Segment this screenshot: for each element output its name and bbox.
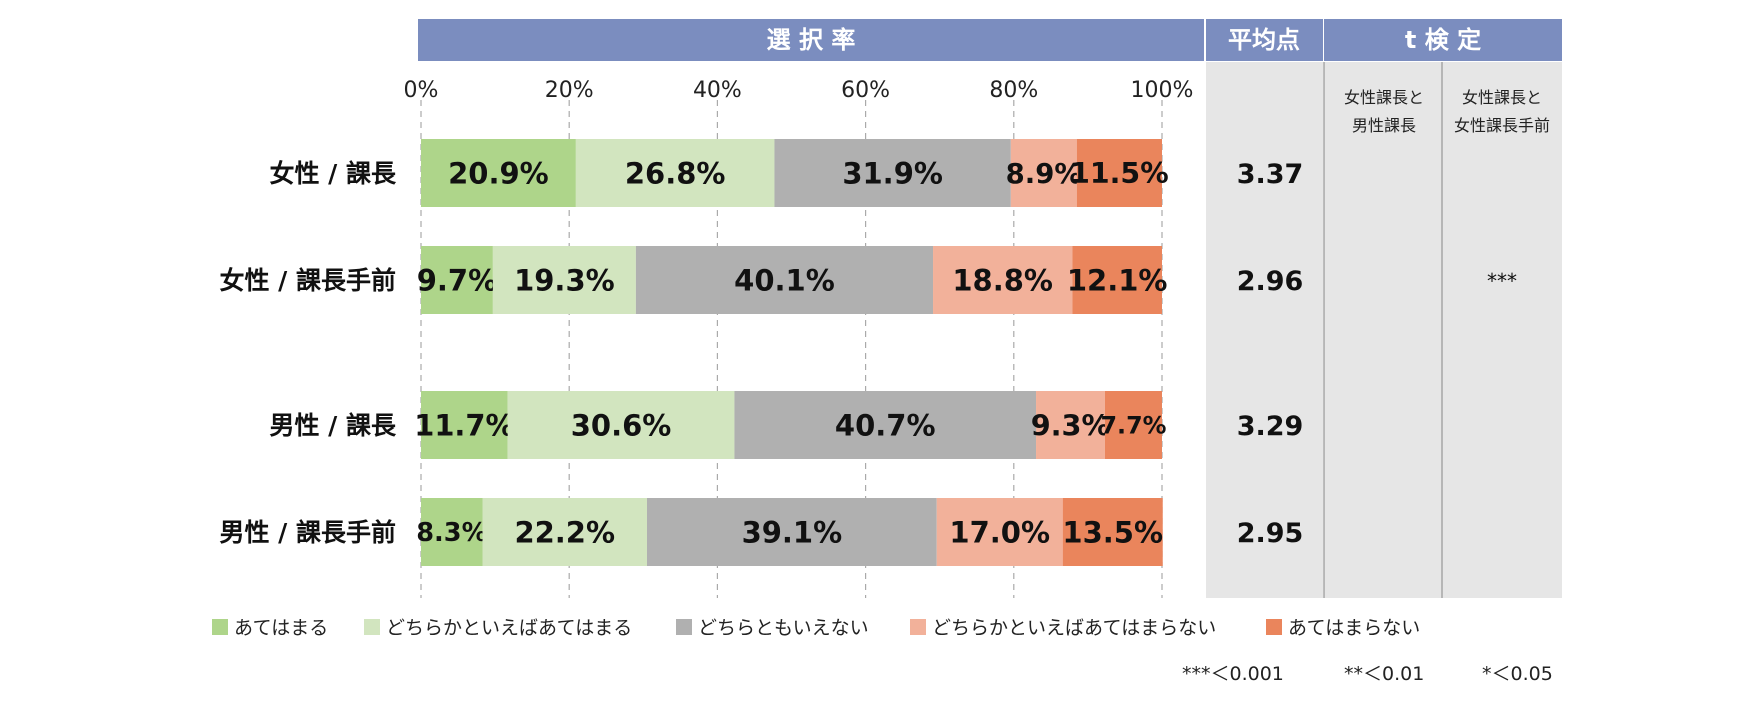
x-tick-label: 20% [545, 78, 594, 103]
data-label: 26.8% [625, 156, 726, 190]
bar-segment [774, 139, 1011, 207]
category-label: 女性 / 課長手前 [219, 266, 396, 295]
bar-segment [635, 246, 934, 314]
legend-label: あてはまらない [1288, 617, 1420, 639]
data-label: 20.9% [448, 156, 549, 190]
bar-segment [507, 391, 735, 459]
legend-label: どちらかといえばあてはまらない [932, 617, 1216, 639]
data-label: 40.7% [835, 408, 936, 442]
bar-segment [933, 246, 1073, 314]
category-label: 男性 / 課長手前 [219, 518, 396, 547]
bar-segment [492, 246, 636, 314]
significance-note: ***＜0.001 [1182, 663, 1284, 685]
significance-note: *＜0.05 [1482, 663, 1553, 685]
average-value: 3.37 [1237, 159, 1304, 190]
legend-swatch [1266, 619, 1282, 635]
legend-item: どちらかといえばあてはまる [364, 617, 632, 639]
ttest-header-bar [1324, 19, 1562, 61]
average-panel [1206, 62, 1323, 598]
data-label: 19.3% [514, 263, 615, 297]
average-header: 平均点 [1228, 26, 1300, 54]
average-value: 2.96 [1237, 266, 1304, 297]
data-label: 12.1% [1067, 263, 1168, 297]
data-label: 22.2% [514, 515, 615, 549]
legend-label: どちらかといえばあてはまる [386, 617, 632, 639]
ttest-header: t 検 定 [1405, 26, 1481, 54]
bar-segment [1010, 139, 1077, 207]
bar-segment [1104, 391, 1162, 459]
legend-item: あてはまらない [1266, 617, 1420, 639]
significance-note: **＜0.01 [1344, 663, 1424, 685]
legend-label: あてはまる [234, 617, 328, 639]
category-label: 男性 / 課長 [269, 411, 397, 440]
legend-swatch [364, 619, 380, 635]
data-label: 39.1% [742, 515, 843, 549]
data-label: 9.7% [417, 263, 497, 297]
ttest-col1-line1: 女性課長と [1344, 88, 1424, 107]
ttest-mark: *** [1487, 269, 1517, 293]
average-value: 3.29 [1237, 411, 1304, 442]
data-label: 18.8% [952, 263, 1053, 297]
legend-swatch [910, 619, 926, 635]
bar-segment [421, 246, 493, 314]
selection-header-bar [418, 19, 1204, 61]
bar-segment [734, 391, 1037, 459]
data-label: 31.9% [842, 156, 943, 190]
data-label: 8.3% [416, 518, 487, 548]
bar-segment [647, 498, 937, 566]
data-label: 13.5% [1062, 515, 1163, 549]
bar-segment [1072, 246, 1162, 314]
x-tick-label: 60% [841, 78, 890, 103]
x-tick-label: 40% [693, 78, 742, 103]
data-label: 8.9% [1006, 158, 1082, 190]
data-label: 17.0% [949, 515, 1050, 549]
ttest-col2-line1: 女性課長と [1462, 88, 1542, 107]
bar-segment [421, 391, 508, 459]
legend-item: どちらともいえない [676, 617, 869, 639]
data-label: 30.6% [571, 408, 672, 442]
legend-item: どちらかといえばあてはまらない [910, 617, 1216, 639]
x-tick-label: 100% [1131, 78, 1194, 103]
ttest-panel [1324, 62, 1562, 598]
data-label: 11.7% [414, 408, 514, 442]
x-tick-label: 80% [989, 78, 1038, 103]
data-label: 40.1% [734, 263, 835, 297]
bar-segment [421, 139, 576, 207]
category-label: 女性 / 課長 [269, 159, 397, 188]
data-label: 11.5% [1070, 157, 1169, 190]
average-header-bar [1206, 19, 1323, 61]
average-value: 2.95 [1237, 518, 1304, 549]
bar-segment [1076, 139, 1162, 207]
bar-segment [421, 498, 483, 566]
legend-label: どちらともいえない [698, 617, 869, 639]
legend-swatch [676, 619, 692, 635]
x-tick-label: 0% [404, 78, 439, 103]
data-label: 9.3% [1031, 408, 1111, 442]
bar-segment [1036, 391, 1105, 459]
data-label: 7.7% [1100, 412, 1166, 440]
bar-segment [575, 139, 775, 207]
ttest-col1-line2: 男性課長 [1352, 116, 1416, 135]
legend-swatch [212, 619, 228, 635]
bar-segment [936, 498, 1063, 566]
bar-segment [482, 498, 648, 566]
legend-item: あてはまる [212, 617, 328, 639]
bar-segment [1062, 498, 1163, 566]
ttest-col2-line2: 女性課長手前 [1454, 116, 1550, 135]
selection-header: 選 択 率 [767, 26, 856, 54]
